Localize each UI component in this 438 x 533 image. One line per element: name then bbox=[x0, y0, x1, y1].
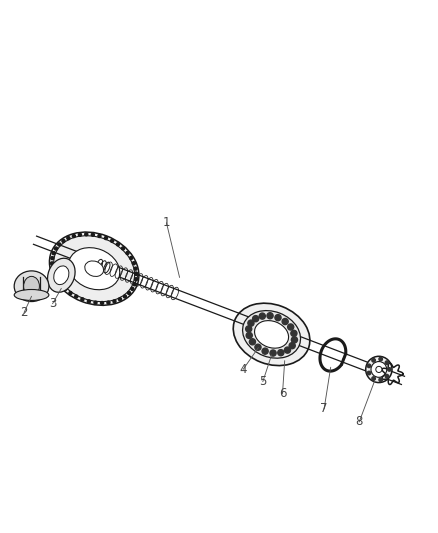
Text: 6: 6 bbox=[279, 387, 286, 400]
Circle shape bbox=[81, 298, 84, 301]
Circle shape bbox=[275, 314, 281, 321]
Circle shape bbox=[379, 378, 382, 382]
Circle shape bbox=[127, 292, 131, 294]
Text: 2: 2 bbox=[20, 306, 28, 319]
Ellipse shape bbox=[14, 289, 49, 301]
Circle shape bbox=[134, 278, 138, 281]
Circle shape bbox=[255, 344, 261, 350]
Circle shape bbox=[134, 267, 137, 270]
Circle shape bbox=[51, 267, 54, 270]
Circle shape bbox=[111, 239, 114, 243]
Ellipse shape bbox=[376, 366, 382, 373]
Circle shape bbox=[74, 295, 78, 298]
Circle shape bbox=[121, 247, 124, 250]
Circle shape bbox=[259, 313, 265, 319]
Circle shape bbox=[282, 319, 288, 325]
Circle shape bbox=[246, 326, 252, 332]
Circle shape bbox=[291, 337, 297, 343]
Ellipse shape bbox=[371, 361, 387, 377]
Circle shape bbox=[372, 377, 375, 380]
Circle shape bbox=[262, 348, 268, 354]
Circle shape bbox=[130, 256, 133, 260]
Circle shape bbox=[51, 256, 54, 260]
Ellipse shape bbox=[69, 248, 120, 290]
Ellipse shape bbox=[254, 321, 289, 348]
Circle shape bbox=[289, 343, 295, 349]
Circle shape bbox=[284, 347, 290, 353]
Circle shape bbox=[385, 375, 389, 378]
Circle shape bbox=[101, 302, 104, 304]
Circle shape bbox=[53, 272, 56, 276]
Circle shape bbox=[50, 262, 53, 265]
Circle shape bbox=[98, 235, 101, 238]
Text: 8: 8 bbox=[356, 416, 363, 429]
Ellipse shape bbox=[366, 356, 392, 383]
Circle shape bbox=[372, 359, 375, 362]
Circle shape bbox=[58, 243, 61, 246]
Ellipse shape bbox=[233, 303, 310, 366]
Circle shape bbox=[87, 300, 90, 303]
Circle shape bbox=[124, 295, 127, 298]
Circle shape bbox=[367, 372, 371, 375]
Circle shape bbox=[135, 272, 138, 276]
Circle shape bbox=[78, 233, 81, 236]
Text: 1: 1 bbox=[162, 216, 170, 229]
Circle shape bbox=[69, 292, 72, 295]
Circle shape bbox=[85, 233, 88, 236]
Circle shape bbox=[278, 350, 284, 356]
Text: 5: 5 bbox=[259, 375, 266, 388]
Circle shape bbox=[367, 364, 371, 368]
Circle shape bbox=[113, 300, 116, 303]
Circle shape bbox=[246, 333, 252, 338]
Circle shape bbox=[52, 252, 55, 255]
Circle shape bbox=[54, 247, 57, 250]
Circle shape bbox=[67, 237, 70, 240]
Ellipse shape bbox=[54, 266, 69, 285]
Ellipse shape bbox=[243, 311, 300, 358]
Circle shape bbox=[132, 262, 135, 265]
Circle shape bbox=[379, 357, 382, 361]
Circle shape bbox=[253, 316, 259, 322]
Circle shape bbox=[291, 330, 297, 336]
Circle shape bbox=[107, 301, 110, 304]
Circle shape bbox=[62, 239, 65, 243]
Ellipse shape bbox=[48, 259, 75, 292]
Circle shape bbox=[118, 298, 121, 301]
Text: 4: 4 bbox=[239, 363, 247, 376]
Text: 3: 3 bbox=[49, 297, 56, 310]
Circle shape bbox=[133, 282, 136, 286]
Ellipse shape bbox=[14, 271, 49, 302]
Ellipse shape bbox=[24, 276, 39, 296]
Circle shape bbox=[248, 320, 254, 326]
Circle shape bbox=[64, 287, 67, 290]
Circle shape bbox=[94, 301, 97, 304]
Text: 7: 7 bbox=[320, 402, 328, 415]
Ellipse shape bbox=[85, 261, 103, 277]
Circle shape bbox=[126, 252, 129, 255]
Circle shape bbox=[288, 324, 294, 330]
Circle shape bbox=[59, 283, 62, 286]
Ellipse shape bbox=[54, 236, 134, 302]
Circle shape bbox=[131, 287, 134, 290]
Circle shape bbox=[117, 243, 120, 246]
Circle shape bbox=[249, 338, 255, 345]
Circle shape bbox=[92, 233, 95, 236]
Circle shape bbox=[104, 237, 107, 239]
Circle shape bbox=[385, 361, 389, 365]
Circle shape bbox=[388, 368, 391, 371]
Circle shape bbox=[267, 313, 273, 319]
Circle shape bbox=[270, 350, 276, 356]
Ellipse shape bbox=[49, 232, 139, 305]
Circle shape bbox=[72, 235, 75, 238]
Circle shape bbox=[56, 278, 59, 281]
